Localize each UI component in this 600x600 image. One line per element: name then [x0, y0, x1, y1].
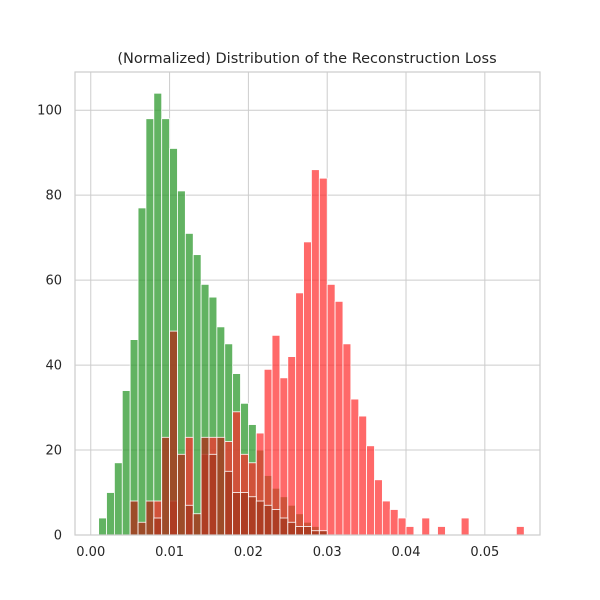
histogram-bar: [137, 521, 147, 536]
histogram-bar: [366, 445, 375, 536]
histogram-bar: [287, 521, 297, 536]
histogram-bar: [192, 513, 202, 536]
histogram-bar: [397, 517, 407, 536]
y-tick-label: 0: [54, 529, 62, 544]
x-tick-label: 0.03: [313, 545, 342, 560]
histogram-bar: [153, 92, 163, 536]
histogram-bar: [279, 517, 289, 536]
histogram-bar: [169, 330, 178, 536]
histogram-bar: [311, 530, 320, 536]
histogram-bar: [334, 300, 344, 536]
histogram-bar: [318, 177, 328, 536]
histogram-bar: [271, 509, 281, 536]
histogram-bar: [232, 492, 241, 536]
histogram-bar: [421, 517, 431, 536]
histogram-bar: [271, 334, 281, 536]
histogram-bar: [184, 504, 194, 536]
histogram-bar: [318, 530, 328, 536]
bars: [98, 92, 525, 536]
x-tick-label: 0.00: [76, 545, 105, 560]
histogram-bar: [200, 436, 210, 536]
histogram-bar: [129, 500, 139, 536]
histogram-bar: [114, 462, 123, 536]
histogram-bar: [263, 504, 273, 536]
histogram-bar: [515, 526, 525, 536]
histogram-bar: [437, 526, 446, 536]
y-tick-label: 100: [37, 104, 62, 119]
histogram-bar: [405, 526, 415, 536]
histogram-bar: [106, 492, 115, 536]
histogram-bar: [255, 500, 265, 536]
histogram-bar: [98, 517, 107, 536]
y-axis-ticks: 0 20 40 60 80 100: [37, 104, 62, 544]
x-tick-label: 0.02: [234, 545, 263, 560]
histogram-bar: [121, 390, 131, 536]
histogram-bar: [326, 283, 336, 536]
y-tick-label: 60: [45, 274, 62, 289]
histogram-bar: [153, 517, 163, 536]
chart-title: (Normalized) Distribution of the Reconst…: [117, 51, 496, 67]
histogram-bar: [374, 479, 383, 536]
histogram-bar: [350, 398, 360, 536]
histogram-bar: [389, 509, 399, 536]
y-tick-label: 40: [45, 359, 62, 374]
histogram-bar: [342, 343, 352, 536]
x-tick-label: 0.05: [470, 545, 499, 560]
histogram-bar: [358, 415, 368, 536]
histogram-bar: [177, 453, 186, 536]
histogram-bar: [295, 526, 304, 536]
histogram-bar: [460, 517, 470, 536]
histogram-bar: [287, 356, 297, 536]
histogram-bar: [303, 526, 312, 536]
histogram-bar: [216, 436, 226, 536]
histogram-bar: [279, 377, 289, 536]
x-tick-label: 0.04: [392, 545, 421, 560]
histogram-bar: [303, 241, 312, 536]
histogram-bar: [208, 453, 218, 536]
histogram-bar: [192, 254, 202, 536]
histogram-bar: [311, 169, 320, 536]
x-axis-ticks: 0.00 0.01 0.02 0.03 0.04 0.05: [76, 545, 499, 560]
histogram-bar: [381, 500, 391, 536]
histogram-bar: [161, 436, 170, 536]
x-tick-label: 0.01: [155, 545, 184, 560]
y-tick-label: 20: [45, 444, 62, 459]
histogram-bar: [145, 500, 155, 536]
y-tick-label: 80: [45, 189, 62, 204]
histogram-bar: [137, 207, 147, 536]
histogram-bar: [295, 292, 304, 536]
histogram-bar: [224, 470, 234, 536]
plot-frame: [74, 71, 541, 536]
histogram-bar: [240, 492, 249, 536]
histogram-bar: [145, 118, 155, 536]
histogram-bar: [247, 496, 257, 536]
